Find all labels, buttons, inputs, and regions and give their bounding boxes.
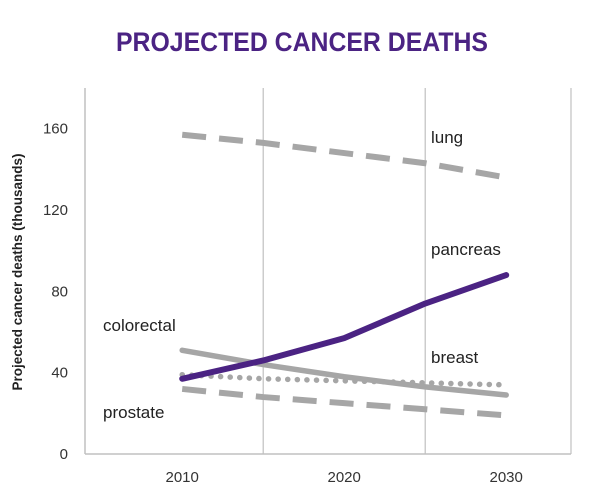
chart-title: PROJECTED CANCER DEATHS bbox=[116, 27, 488, 57]
series-line-pancreas bbox=[179, 272, 510, 382]
gridlines bbox=[262, 88, 572, 454]
series-label-lung: lung bbox=[431, 128, 463, 147]
series-line-breast bbox=[179, 371, 509, 388]
series-label-breast: breast bbox=[431, 348, 479, 367]
y-tick-label: 0 bbox=[60, 446, 68, 463]
y-tick-label: 120 bbox=[43, 202, 68, 219]
series-line-colorectal bbox=[179, 347, 509, 398]
series-line-lung bbox=[181, 131, 507, 181]
series-label-prostate: prostate bbox=[103, 403, 164, 422]
y-axis-label: Projected cancer deaths (thousands) bbox=[10, 153, 25, 390]
series-line-prostate bbox=[181, 385, 507, 419]
series-lines bbox=[179, 131, 510, 419]
x-tick-label: 2030 bbox=[490, 469, 523, 486]
y-tick-labels: 0 40 80 120 160 bbox=[43, 121, 68, 463]
y-tick-label: 80 bbox=[51, 283, 68, 300]
series-label-pancreas: pancreas bbox=[431, 240, 501, 259]
x-tick-label: 2010 bbox=[166, 469, 199, 486]
y-tick-label: 40 bbox=[51, 365, 68, 382]
x-tick-labels: 2010 2020 2030 bbox=[166, 469, 523, 486]
plot-frame bbox=[84, 88, 571, 455]
series-label-colorectal: colorectal bbox=[103, 316, 176, 335]
y-tick-label: 160 bbox=[43, 121, 68, 138]
x-tick-label: 2020 bbox=[328, 469, 361, 486]
